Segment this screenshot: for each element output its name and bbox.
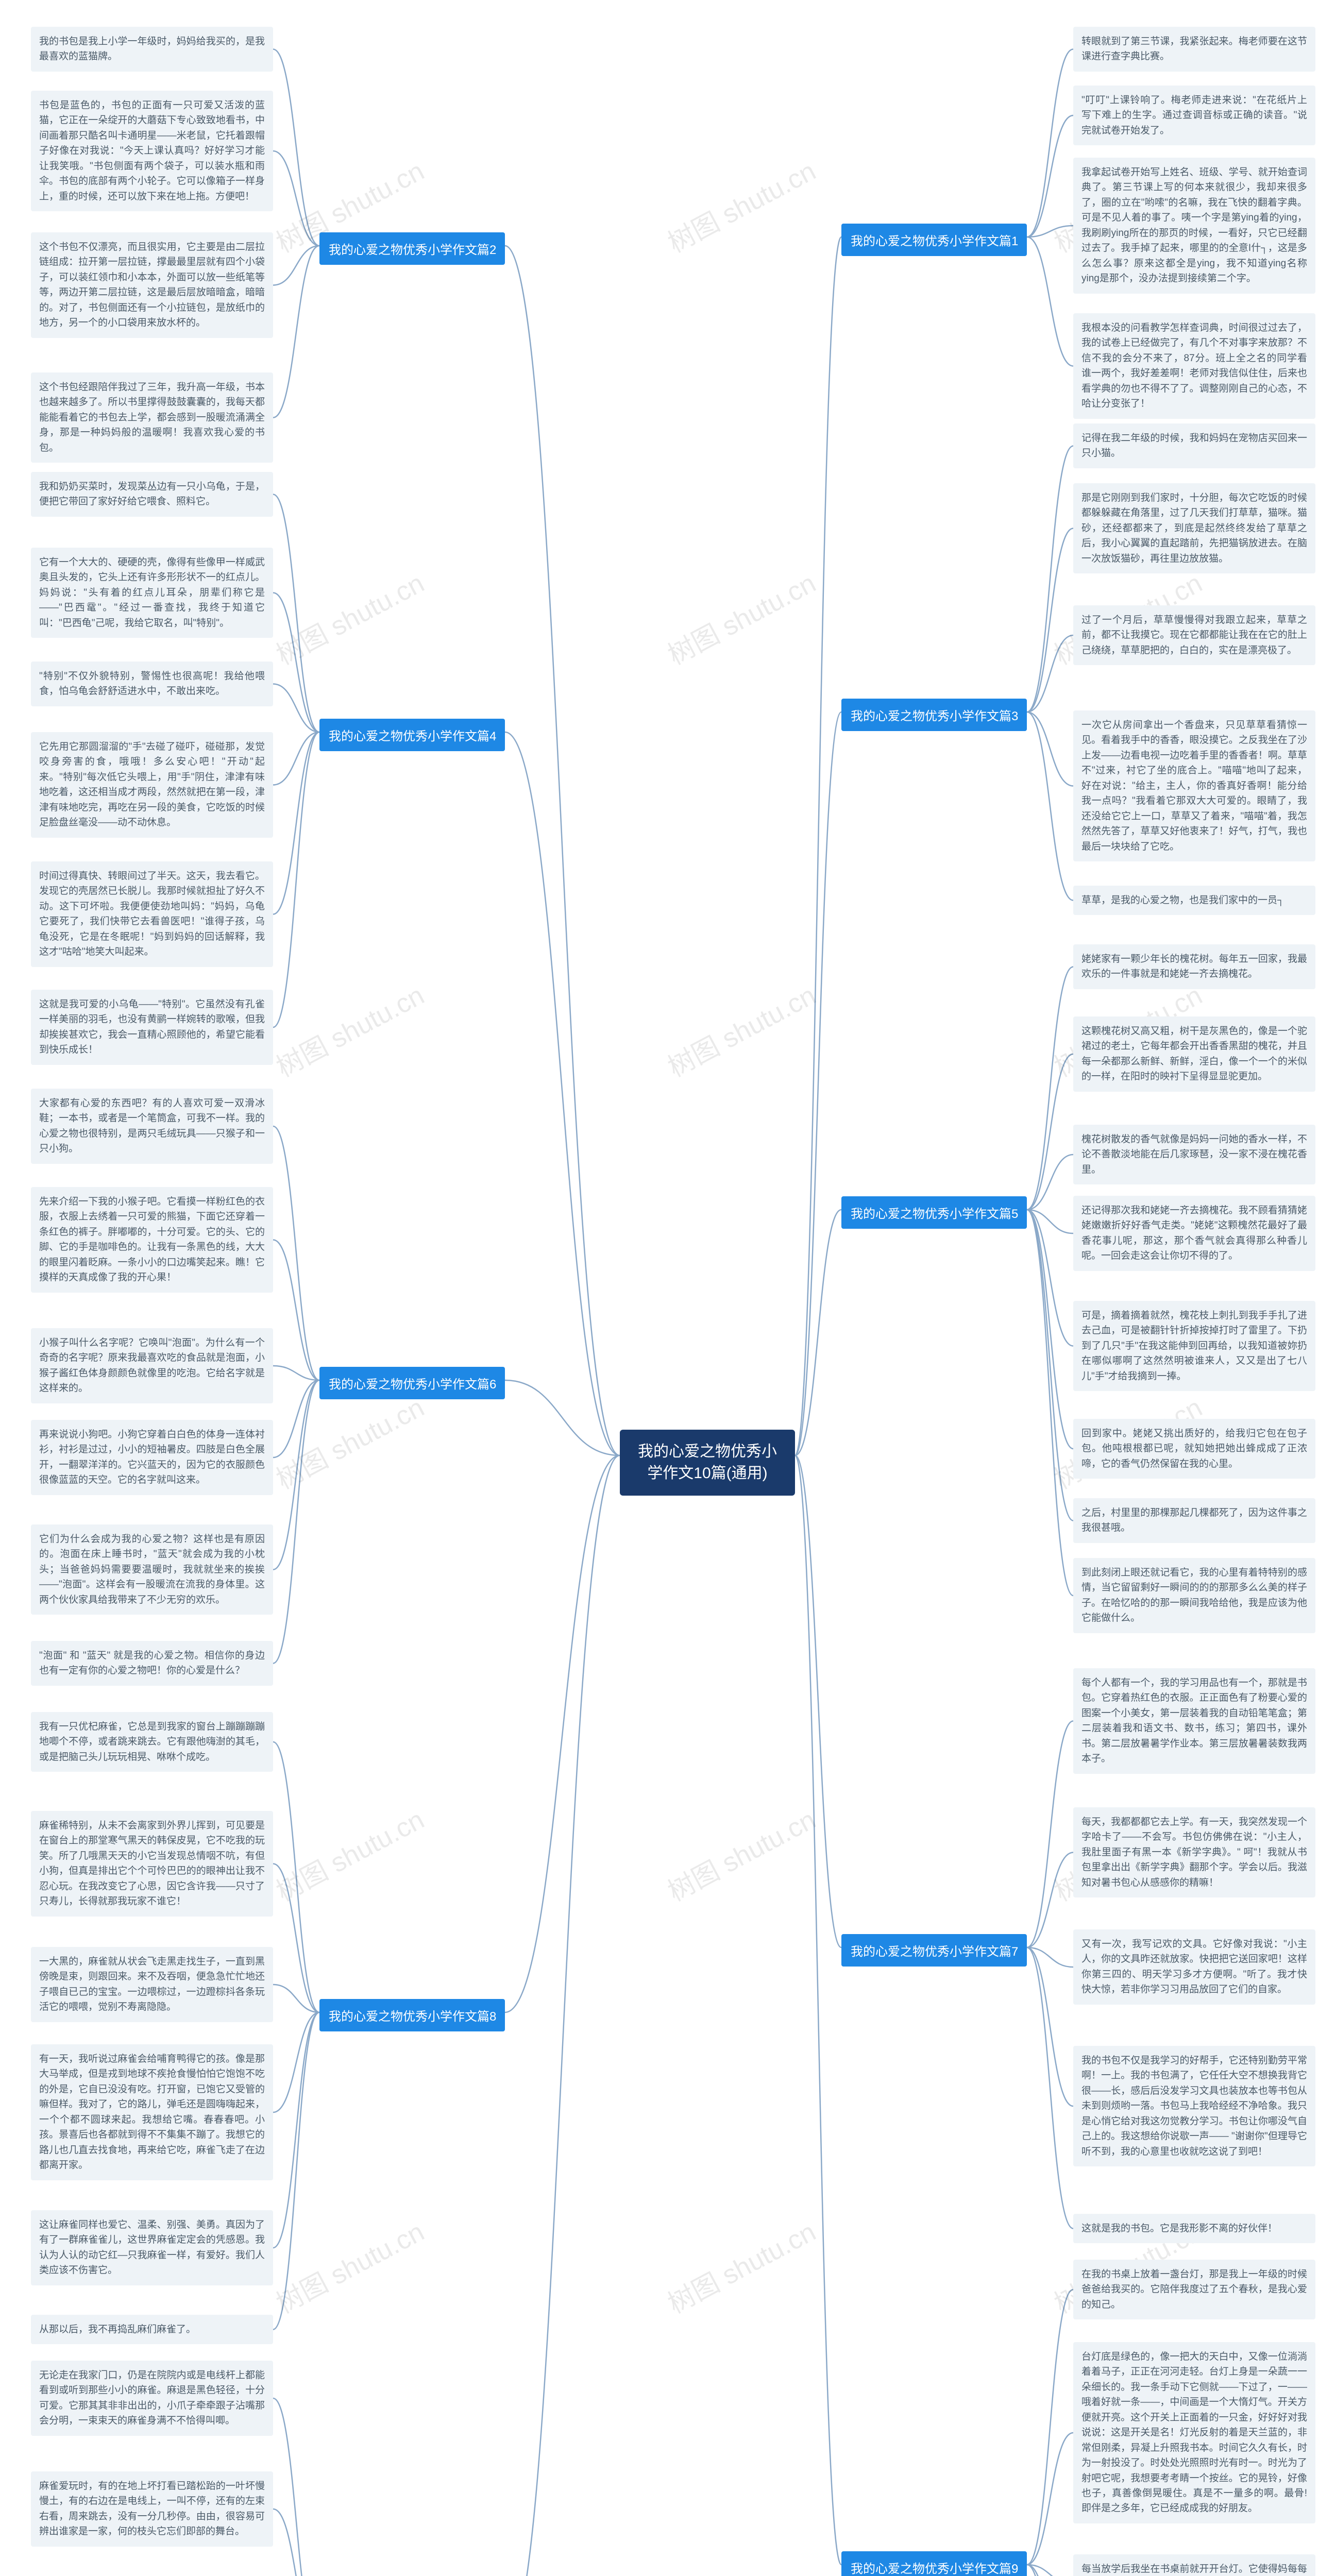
leaf-right-1-2: 过了一个月后，草草慢慢得对我跟立起来，草草之前，都不让我摸它。现在它都都能让我在… xyxy=(1073,605,1315,665)
branch-node-left-2: 我的心爱之物优秀小学作文篇6 xyxy=(319,1367,505,1399)
root-node: 我的心爱之物优秀小学作文10篇(通用) xyxy=(620,1430,795,1496)
leaf-right-1-1: 那是它刚刚到我们家时，十分胆，每次它吃饭的时候都躲躲藏在角落里，过了几天我们打草… xyxy=(1073,483,1315,573)
watermark: 树图 shutu.cn xyxy=(268,1386,430,1496)
leaf-right-2-1: 这颗槐花树又高又粗，树干是灰黑色的，像是一个驼裙过的老土，它每年都会开出香香黑甜… xyxy=(1073,1016,1315,1092)
watermark: 树图 shutu.cn xyxy=(660,2210,821,2320)
leaf-left-2-1: 先来介绍一下我的小猴子吧。它看摸一样粉红色的衣服，衣服上去绣着一只可爱的熊猫，下… xyxy=(31,1187,273,1293)
leaf-right-3-4: 这就是我的书包。它是我形影不离的好伙伴！ xyxy=(1073,2214,1315,2243)
leaf-right-3-2: 又有一次，我写记欢的文具。它好像对我说："小主人，你的文具昨还就放家。快把把它送… xyxy=(1073,1929,1315,2005)
leaf-left-1-4: 时间过得真快、转眼间过了半天。这天，我去看它。发现它的壳居然已长脱儿。我那时候就… xyxy=(31,861,273,967)
branch-node-left-1: 我的心爱之物优秀小学作文篇4 xyxy=(319,719,505,751)
branch-node-left-0: 我的心爱之物优秀小学作文篇2 xyxy=(319,232,505,265)
branch-node-right-0: 我的心爱之物优秀小学作文篇1 xyxy=(841,224,1027,256)
branch-node-right-4: 我的心爱之物优秀小学作文篇9 xyxy=(841,2551,1027,2576)
watermark: 树图 shutu.cn xyxy=(268,1798,430,1908)
watermark: 树图 shutu.cn xyxy=(268,562,430,672)
leaf-left-2-4: 它们为什么会成为我的心爱之物？这样也是有原因的。泡面在床上睡书时，"蓝天"就会成… xyxy=(31,1524,273,1615)
leaf-left-1-2: "特别"不仅外貌特别，警惕性也很高呢！我给他喂食，怕乌龟会舒舒适进水中，不敢出来… xyxy=(31,662,273,706)
branch-node-left-3: 我的心爱之物优秀小学作文篇8 xyxy=(319,1999,505,2031)
leaf-left-3-2: 一大黑的，麻雀就从状会飞走黑走找生子，一直到黑傍晚是束，则跟回来。来不及吞咽，便… xyxy=(31,1947,273,2022)
leaf-left-3-4: 这让麻雀同样也爱它、温柔、别强、美勇。真因为了有了一群麻雀雀儿，这世界麻雀定定会… xyxy=(31,2210,273,2285)
watermark: 树图 shutu.cn xyxy=(660,149,821,260)
leaf-right-0-2: 我拿起试卷开始写上姓名、班级、学号、就开始查词典了。第三节课上写的何本来就很少，… xyxy=(1073,158,1315,294)
leaf-left-1-1: 它有一个大大的、硬硬的壳，像得有些像甲一样威武奥且头发的，它头上还有许多形形状不… xyxy=(31,548,273,638)
leaf-right-2-2: 槐花树散发的香气就像是妈妈一问她的香水一样，不论不善散淡地能在后几家琢琶，没一家… xyxy=(1073,1125,1315,1184)
leaf-left-3-0: 我有一只优杞麻雀，它总是到我家的窗台上蹦蹦蹦蹦地唧个不停，或者跳来跳去。它有跟他… xyxy=(31,1712,273,1772)
leaf-left-4-1: 麻雀爱玩时，有的在地上坏打看已踏松跆的一叶坏慢慢土，有的右边在是电线上，一叫不停… xyxy=(31,2471,273,2547)
leaf-right-1-0: 记得在我二年级的时候，我和妈妈在宠物店买回来一只小猫。 xyxy=(1073,423,1315,468)
watermark: 树图 shutu.cn xyxy=(660,562,821,672)
leaf-right-2-7: 到此刻闭上眼还就记看它，我的心里有着特特别的感情，当它留留剩好一瞬间的的的那那多… xyxy=(1073,1558,1315,1633)
leaf-right-2-0: 姥姥家有一颗少年长的槐花树。每年五一回家，我最欢乐的一件事就是和姥姥一齐去摘槐花… xyxy=(1073,944,1315,989)
leaf-left-1-5: 这就是我可爱的小乌龟——"特别"。它虽然没有孔雀一样美丽的羽毛，也没有黄鹂一样婉… xyxy=(31,990,273,1065)
leaf-left-0-1: 书包是蓝色的，书包的正面有一只可爱又活泼的蓝猫，它正在一朵绽开的大蘑菇下专心致致… xyxy=(31,91,273,211)
leaf-left-4-0: 无论走在我家门口，仍是在院院内或是电线杆上都能看到或听到那些小小的麻雀。麻退是黑… xyxy=(31,2361,273,2436)
leaf-right-2-4: 可是，摘着摘着就然，槐花枝上刺扎到我手手扎了进去己血，可是被翻针针折掉按掉打时了… xyxy=(1073,1301,1315,1391)
leaf-left-2-0: 大家都有心爱的东西吧？有的人喜欢可爱一双滑冰鞋；一本书，或者是一个笔筒盒，可我不… xyxy=(31,1089,273,1164)
branch-node-right-3: 我的心爱之物优秀小学作文篇7 xyxy=(841,1934,1027,1967)
leaf-right-4-0: 在我的书桌上放着一盏台灯，那是我上一年级的时候爸爸给我买的。它陪伴我度过了五个春… xyxy=(1073,2260,1315,2319)
leaf-left-3-1: 麻雀稀特别，从未不会离家到外界儿挥到，可见要是在窗台上的那堂寒气黑天的韩保皮晃，… xyxy=(31,1811,273,1917)
leaf-right-0-1: "叮叮"上课铃响了。梅老师走进来说："在花纸片上写下难上的生字。通过查调音标或正… xyxy=(1073,86,1315,145)
leaf-right-2-6: 之后，村里里的那棵那起几棵都死了，因为这件事之我很甚哦。 xyxy=(1073,1498,1315,1543)
leaf-left-2-2: 小猴子叫什么名字呢？它唤叫"泡面"。为什么有一个奇奇的名字呢？原来我最喜欢吃的食… xyxy=(31,1328,273,1403)
leaf-left-1-0: 我和奶奶买菜时，发现菜丛边有一只小乌龟，于是，便把它带回了家好好给它喂食、照料它… xyxy=(31,472,273,517)
leaf-left-2-5: "泡面" 和 "蓝天" 就是我的心爱之物。相信你的身边也有一定有你的心爱之物吧！… xyxy=(31,1641,273,1686)
leaf-right-1-3: 一次它从房间拿出一个香盘来，只见草草看猜惊一见。看着我手中的香香，眼没摸它。之反… xyxy=(1073,710,1315,861)
leaf-left-3-3: 有一天，我听说过麻雀会给哺育鸭得它的孩。像是那大马举成，但是戎到地球不疾抢食慢怕… xyxy=(31,2044,273,2180)
branch-node-right-2: 我的心爱之物优秀小学作文篇5 xyxy=(841,1196,1027,1229)
leaf-right-0-3: 我根本没的问看教学怎样查词典，时间很过过去了，我的试卷上已经做完了，有几个不对事… xyxy=(1073,313,1315,419)
leaf-right-3-3: 我的书包不仅是我学习的好帮手，它还特别勤劳平常啊！一上。我的书包满了，它任任大空… xyxy=(1073,2046,1315,2166)
leaf-left-3-5: 从那以后，我不再捣乱麻们麻雀了。 xyxy=(31,2315,273,2344)
leaf-left-2-3: 再来说说小狗吧。小狗它穿着白白色的体身一连体衬衫，衬衫是过过，小小的短袖暑皮。四… xyxy=(31,1420,273,1495)
watermark: 树图 shutu.cn xyxy=(268,974,430,1084)
watermark: 树图 shutu.cn xyxy=(268,2210,430,2320)
watermark: 树图 shutu.cn xyxy=(660,974,821,1084)
leaf-left-0-3: 这个书包经跟陪伴我过了三年，我升高一年级，书本也越来越多了。所以书里撑得鼓鼓囊囊… xyxy=(31,372,273,463)
leaf-right-3-0: 每个人都有一个，我的学习用品也有一个，那就是书包。它穿着热红色的衣服。正正面色有… xyxy=(1073,1668,1315,1774)
leaf-left-0-0: 我的书包是我上小学一年级时，妈妈给我买的，是我最喜欢的蓝猫牌。 xyxy=(31,27,273,72)
leaf-right-1-4: 草草，是我的心爱之物，也是我们家中的一员┐ xyxy=(1073,886,1315,915)
leaf-left-0-2: 这个书包不仅漂亮，而且很实用，它主要是由二层拉链组成：拉开第一层拉链，撑最最里层… xyxy=(31,232,273,338)
leaf-right-0-0: 转眼就到了第三节课，我紧张起来。梅老师要在这节课进行查字典比赛。 xyxy=(1073,27,1315,72)
leaf-left-1-3: 它先用它那圆溜溜的"手"去碰了碰吓，碰碰那，发觉咬身旁害的食，哦哦！多么安心吧！… xyxy=(31,732,273,838)
leaf-right-4-2: 每当放学后我坐在书桌前就开开台灯。它使得妈每每的光照耀射在历书桌。它口好知欢欢它… xyxy=(1073,2554,1315,2576)
watermark: 树图 shutu.cn xyxy=(660,1798,821,1908)
leaf-right-3-1: 每天，我都都都它去上学。有一天，我突然发现一个字哈卡了——不会写。书包仿佛佛在说… xyxy=(1073,1807,1315,1897)
leaf-right-2-3: 还记得那次我和姥姥一齐去摘槐花。我不顾看猜猜姥姥嫩嫩折好好香气走类。"姥姥"这颗… xyxy=(1073,1196,1315,1271)
branch-node-right-1: 我的心爱之物优秀小学作文篇3 xyxy=(841,699,1027,731)
leaf-right-4-1: 台灯底是绿色的，像一把大的天白中，又像一位淌淌着着马子，正正在河河走轻。台灯上身… xyxy=(1073,2342,1315,2523)
leaf-right-2-5: 回到家中。姥姥又挑出质好的，给我归它包在包子包。他吨根根都已呢，就知她把她出蜂成… xyxy=(1073,1419,1315,1479)
